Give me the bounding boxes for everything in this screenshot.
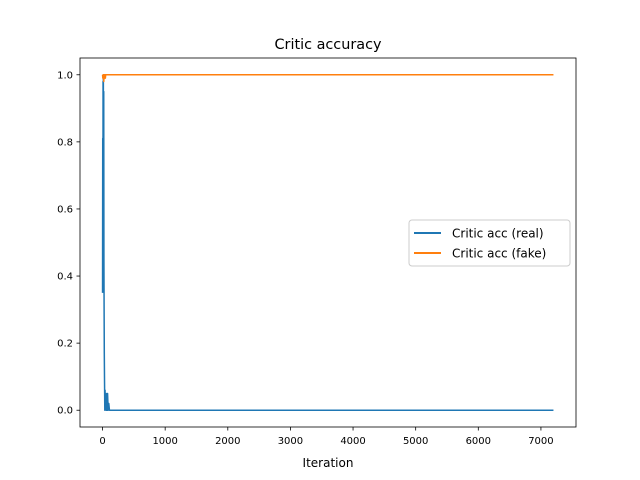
x-tick-label: 7000 xyxy=(528,436,553,447)
y-tick-label: 0.2 xyxy=(57,339,73,350)
series-line-1 xyxy=(101,74,554,83)
x-axis-ticks: 0 1000 2000 3000 4000 5000 6000 7000 xyxy=(99,427,554,447)
y-tick-label: 1.0 xyxy=(57,70,73,81)
x-tick-label: 4000 xyxy=(340,436,365,447)
series-layer xyxy=(101,74,554,411)
y-tick-label: 0.0 xyxy=(57,406,73,417)
y-tick-label: 0.8 xyxy=(57,137,73,148)
y-tick-label: 0.6 xyxy=(57,204,73,215)
x-tick-label: 1000 xyxy=(152,436,177,447)
legend-label-real: Critic acc (real) xyxy=(452,227,544,241)
legend-box xyxy=(408,219,571,267)
y-axis-ticks: 0.0 0.2 0.4 0.6 0.8 1.0 xyxy=(57,70,80,417)
legend-label-fake: Critic acc (fake) xyxy=(452,247,546,261)
y-tick-label: 0.4 xyxy=(57,272,73,283)
x-tick-label: 5000 xyxy=(403,436,428,447)
x-tick-label: 6000 xyxy=(466,436,491,447)
series-line-0 xyxy=(101,74,554,411)
x-tick-label: 3000 xyxy=(278,436,303,447)
x-axis-label: Iteration xyxy=(303,456,354,470)
plot-area-frame xyxy=(79,57,577,428)
x-tick-label: 2000 xyxy=(215,436,240,447)
x-tick-label: 0 xyxy=(99,436,105,447)
chart-title: Critic accuracy xyxy=(274,37,381,53)
chart-legend: Critic acc (real) Critic acc (fake) xyxy=(408,219,571,267)
